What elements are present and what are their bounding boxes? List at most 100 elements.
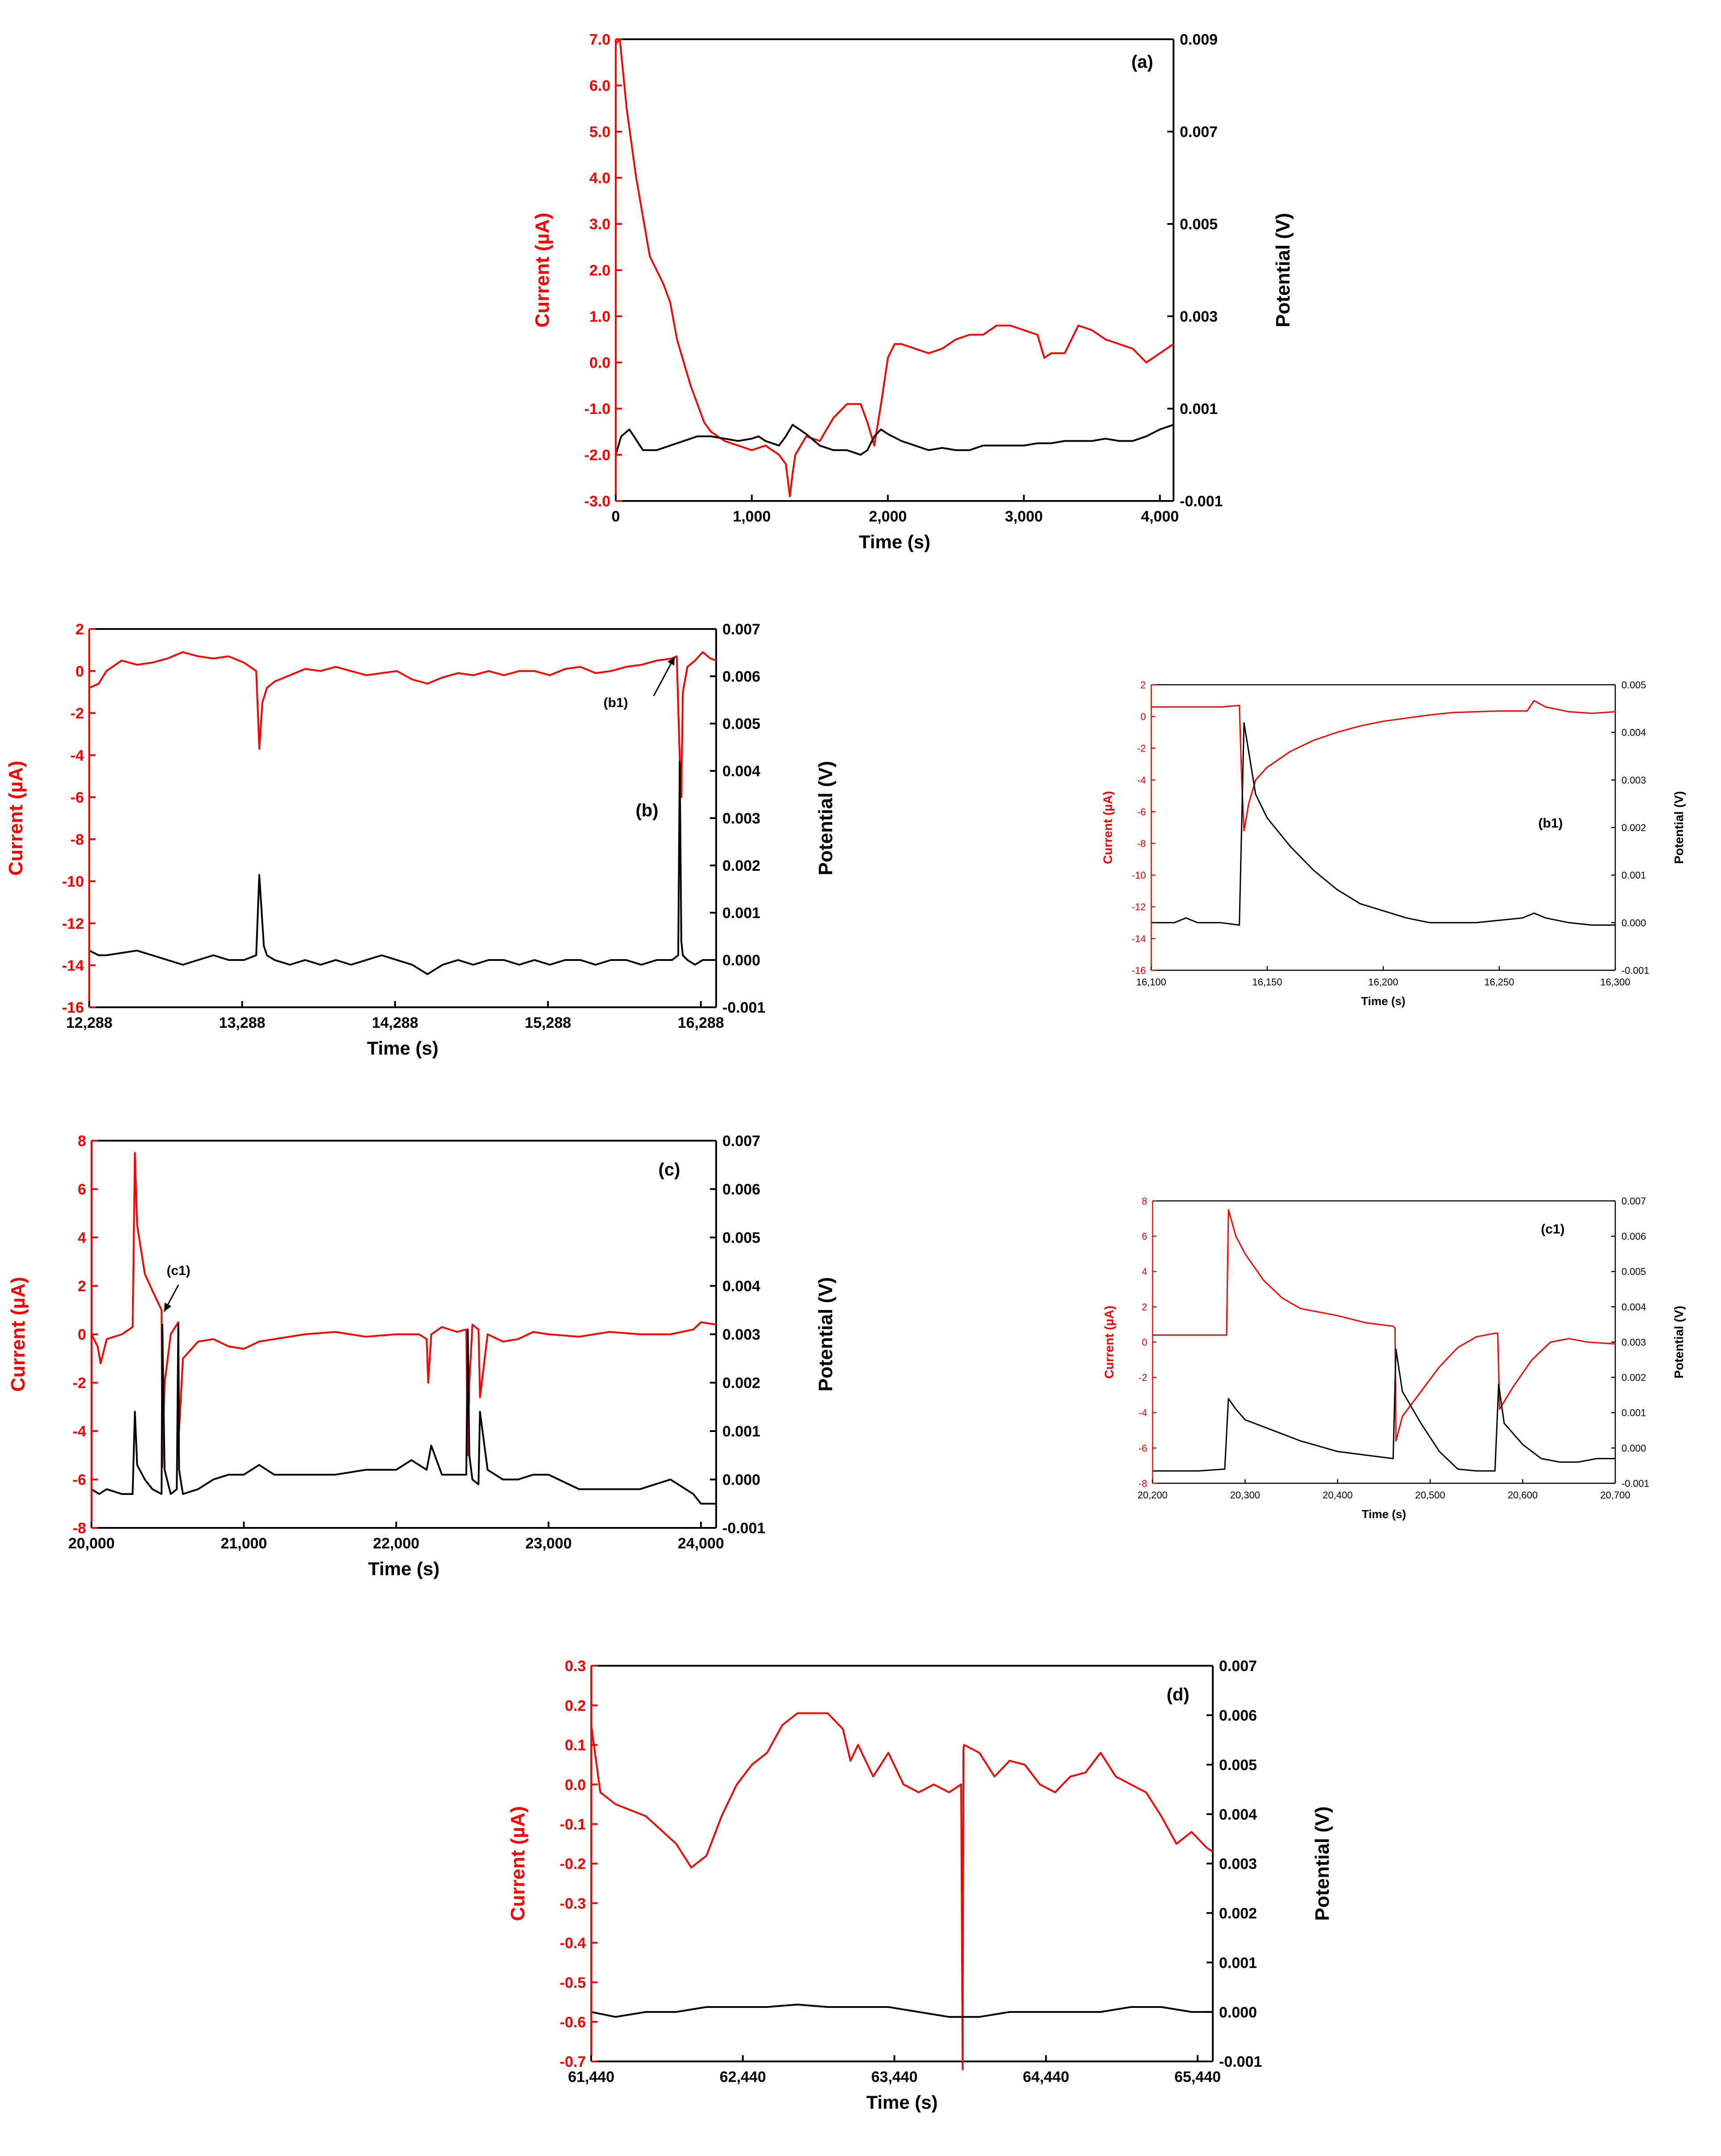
y-axis-right-title: Potential (V) <box>815 1277 837 1392</box>
y-right-tick-label: 0.000 <box>1621 1443 1646 1454</box>
x-tick-label: 0 <box>612 508 620 525</box>
x-tick-label: 14,288 <box>372 1014 418 1031</box>
y-left-tick-label: -10 <box>1132 870 1146 881</box>
y-right-tick-label: 0.003 <box>722 810 760 827</box>
y-right-tick-label: 0.006 <box>722 668 760 685</box>
x-tick-label: 64,440 <box>1023 2069 1069 2086</box>
y-left-tick-label: -8 <box>1137 838 1146 849</box>
y-left-tick-label: -2 <box>73 1375 86 1392</box>
y-right-tick-label: 0.005 <box>722 716 760 732</box>
x-tick-label: 16,100 <box>1136 977 1166 988</box>
y-left-tick-label: -0.1 <box>560 1816 586 1833</box>
y-axis-right-title: Potential (V) <box>1272 213 1294 327</box>
y-left-tick-label: 6.0 <box>589 78 610 95</box>
y-right-tick-label: 0.005 <box>722 1229 760 1246</box>
series-line-current <box>1153 1209 1616 1442</box>
annotation-arrowhead <box>164 1303 172 1312</box>
panel-label: (c) <box>659 1160 680 1179</box>
y-left-tick-label: -14 <box>62 957 84 974</box>
y-right-tick-label: 0.004 <box>722 763 760 780</box>
series-line-potential <box>1153 1348 1615 1472</box>
x-axis-title: Time (s) <box>367 1038 438 1059</box>
x-axis-title: Time (s) <box>866 2092 937 2113</box>
y-right-tick-label: 0.007 <box>1621 1196 1646 1207</box>
chart-panel-c1: 20,200 20,300 20,400 20,500 20,600 20,700 -8 -6… <box>1102 1196 1686 1521</box>
x-axis-title: Time (s) <box>1361 994 1405 1008</box>
y-left-tick-label: -3.0 <box>584 493 610 510</box>
y-left-tick-label: 2.0 <box>589 262 610 279</box>
y-right-tick-label: -0.001 <box>1219 2053 1262 2070</box>
series-line-potential <box>1151 722 1615 926</box>
y-left-tick-label: 4.0 <box>589 170 610 187</box>
panel-label: (b1) <box>1539 816 1563 831</box>
x-tick-label: 15,288 <box>525 1014 571 1031</box>
y-left-tick-label: -1.0 <box>584 401 610 418</box>
y-right-tick-label: 0.000 <box>1621 917 1646 928</box>
y-right-tick-label: 0.005 <box>1621 679 1646 691</box>
annotation-label: (b1) <box>604 695 628 710</box>
x-tick-label: 16,150 <box>1252 977 1282 988</box>
y-left-tick-label: -0.6 <box>560 2014 586 2031</box>
y-left-tick-label: -4 <box>73 1423 86 1440</box>
y-left-tick-label: -0.5 <box>560 1974 586 1991</box>
y-right-tick-label: 0.006 <box>1219 1707 1257 1724</box>
y-right-tick-label: 0.001 <box>1219 1954 1257 1971</box>
y-left-tick-label: -12 <box>1132 902 1146 913</box>
series-line-potential <box>591 2003 1213 2018</box>
x-tick-label: 22,000 <box>373 1535 419 1552</box>
y-right-tick-label: 0.009 <box>1180 31 1218 48</box>
y-axis-left-title: Current (µA) <box>7 1277 29 1392</box>
y-left-tick-label: 2 <box>78 1278 86 1295</box>
y-left-tick-label: 0 <box>75 663 84 680</box>
y-right-tick-label: 0.004 <box>1621 1301 1646 1312</box>
y-axis-left-title: Current (µA) <box>507 1806 529 1921</box>
x-tick-label: 20,600 <box>1508 1490 1538 1501</box>
y-left-tick-label: 2 <box>75 621 84 638</box>
panel-label: (b) <box>635 801 658 820</box>
y-left-tick-label: -2 <box>70 705 84 722</box>
y-left-tick-label: -10 <box>62 873 84 890</box>
x-tick-label: 20,700 <box>1600 1490 1630 1501</box>
y-left-tick-label: -6 <box>1138 1443 1147 1454</box>
series-line-current <box>1151 700 1616 832</box>
y-right-tick-label: 0.001 <box>1180 401 1218 418</box>
x-tick-label: 61,440 <box>568 2069 614 2086</box>
y-right-tick-label: 0.006 <box>722 1181 760 1198</box>
series-line-potential <box>615 424 1174 456</box>
y-right-tick-label: 0.002 <box>722 857 760 874</box>
y-left-tick-label: -6 <box>73 1472 86 1489</box>
x-axis-title: Time (s) <box>1362 1507 1406 1521</box>
y-right-tick-label: 0.000 <box>1219 2004 1257 2021</box>
y-right-tick-label: 0.007 <box>722 621 760 638</box>
y-left-tick-label: -16 <box>1132 965 1146 976</box>
x-axis-title: Time (s) <box>859 531 930 552</box>
x-tick-label: 16,200 <box>1368 977 1398 988</box>
x-tick-label: 24,000 <box>678 1535 724 1552</box>
x-tick-label: 20,300 <box>1230 1490 1260 1501</box>
x-tick-label: 20,000 <box>68 1535 115 1552</box>
x-tick-label: 13,288 <box>219 1014 265 1031</box>
y-left-tick-label: 0.2 <box>565 1697 586 1714</box>
panel-label: (c1) <box>1541 1222 1564 1237</box>
y-left-tick-label: 2 <box>1140 679 1146 691</box>
x-tick-label: 16,288 <box>678 1014 724 1031</box>
y-left-tick-label: -2.0 <box>584 447 610 464</box>
y-right-tick-label: 0.003 <box>722 1326 760 1343</box>
y-right-tick-label: 0.001 <box>1621 1407 1646 1419</box>
y-left-tick-label: -0.3 <box>560 1895 586 1912</box>
y-right-tick-label: 0.002 <box>1621 822 1646 833</box>
y-left-tick-label: -12 <box>62 915 84 932</box>
y-left-tick-label: 2 <box>1142 1301 1147 1312</box>
y-left-tick-label: -0.4 <box>560 1935 586 1952</box>
x-tick-label: 16,300 <box>1600 977 1630 988</box>
series-line-current <box>91 1152 717 1469</box>
y-right-tick-label: 0.004 <box>1621 727 1646 738</box>
y-left-tick-label: -0.7 <box>560 2053 586 2070</box>
y-left-tick-label: 1.0 <box>589 308 610 325</box>
y-right-tick-label: -0.001 <box>1621 1478 1649 1489</box>
series-line-current <box>590 1712 1214 2070</box>
x-tick-label: 23,000 <box>525 1535 572 1552</box>
y-left-tick-label: 6 <box>78 1181 86 1198</box>
y-axis-left-title: Current (µA) <box>531 213 553 328</box>
